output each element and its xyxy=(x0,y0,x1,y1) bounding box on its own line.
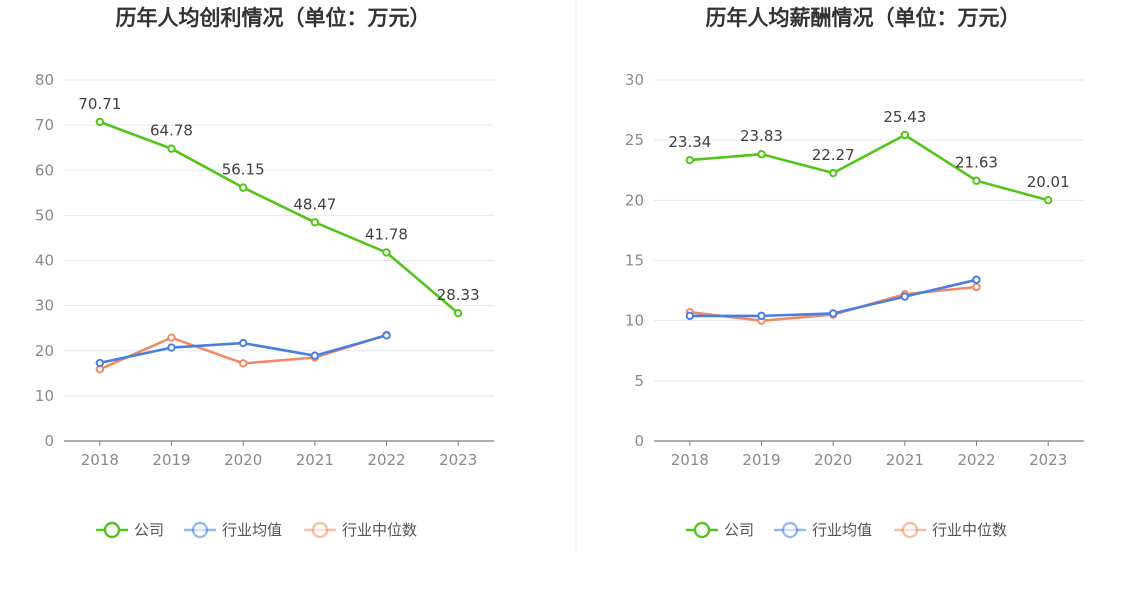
legend-item: 公司 xyxy=(96,521,164,539)
data-point xyxy=(1043,196,1053,205)
y-tick-label: 5 xyxy=(634,372,644,390)
legend-marker xyxy=(693,521,711,539)
data-point xyxy=(167,343,176,352)
data-point xyxy=(382,331,391,340)
data-label: 23.83 xyxy=(740,127,783,145)
legend-marker xyxy=(191,521,209,539)
data-point xyxy=(900,292,910,301)
data-point xyxy=(972,176,981,185)
data-label: 48.47 xyxy=(293,195,336,213)
legend-label: 公司 xyxy=(134,521,164,539)
data-point xyxy=(757,150,766,159)
legend-label: 行业中位数 xyxy=(932,521,1007,539)
data-label: 41.78 xyxy=(365,225,408,243)
y-tick-label: 30 xyxy=(625,71,644,89)
data-label: 56.15 xyxy=(222,161,265,179)
legend-item: 行业中位数 xyxy=(304,521,417,539)
data-point xyxy=(238,338,248,348)
y-tick-label: 60 xyxy=(35,161,54,179)
data-point xyxy=(95,358,105,368)
x-tick-label: 2022 xyxy=(957,451,995,469)
legend-marker xyxy=(901,521,919,539)
x-tick-label: 2022 xyxy=(367,451,405,469)
data-point xyxy=(972,282,981,292)
data-point xyxy=(685,155,695,165)
data-point xyxy=(95,117,105,127)
y-tick-label: 30 xyxy=(35,297,54,315)
legend-label: 公司 xyxy=(724,521,754,539)
y-tick-label: 10 xyxy=(625,312,644,330)
data-label: 21.63 xyxy=(955,154,998,172)
y-tick-label: 20 xyxy=(625,191,644,209)
x-tick-label: 2023 xyxy=(439,451,477,469)
legend-marker xyxy=(311,521,329,539)
y-tick-label: 0 xyxy=(44,432,54,450)
y-tick-label: 0 xyxy=(634,432,644,450)
x-tick-label: 2021 xyxy=(886,451,924,469)
data-point xyxy=(828,309,838,318)
x-tick-label: 2019 xyxy=(742,451,780,469)
x-tick-label: 2020 xyxy=(814,451,852,469)
y-tick-label: 40 xyxy=(35,252,54,270)
x-tick-label: 2023 xyxy=(1029,451,1067,469)
chart-title: 历年人均创利情况（单位：万元） xyxy=(116,6,431,30)
data-label: 20.01 xyxy=(1027,173,1070,191)
data-point xyxy=(685,311,695,321)
data-point xyxy=(972,275,981,284)
y-tick-label: 20 xyxy=(35,342,54,360)
y-tick-label: 80 xyxy=(35,71,54,89)
chart-title: 历年人均薪酬情况（单位：万元） xyxy=(706,6,1021,30)
legend-marker xyxy=(103,521,121,539)
data-point xyxy=(900,130,910,140)
data-point xyxy=(453,308,463,318)
y-tick-label: 50 xyxy=(35,206,54,224)
company-line xyxy=(689,133,1049,202)
legend-label: 行业中位数 xyxy=(342,521,417,539)
y-tick-label: 15 xyxy=(625,252,644,270)
data-label: 23.34 xyxy=(668,133,711,151)
data-point xyxy=(310,218,320,227)
data-point xyxy=(238,183,248,192)
data-label: 28.33 xyxy=(437,286,480,304)
data-point xyxy=(757,311,766,321)
data-label: 64.78 xyxy=(150,122,193,140)
legend-item: 公司 xyxy=(686,521,754,539)
data-point xyxy=(238,359,248,368)
company-line xyxy=(99,120,460,315)
legend-item: 行业均值 xyxy=(774,521,872,539)
x-tick-label: 2020 xyxy=(224,451,262,469)
data-point xyxy=(310,351,320,360)
chart-1: 历年人均创利情况（单位：万元） 0 10 20 30 40 50 60 70 80 2018 2019… xyxy=(35,6,494,539)
data-point xyxy=(167,144,176,153)
legend-label: 行业均值 xyxy=(222,521,282,539)
x-tick-label: 2021 xyxy=(296,451,334,469)
data-label: 70.71 xyxy=(78,95,121,113)
y-tick-label: 25 xyxy=(625,131,644,149)
x-tick-label: 2019 xyxy=(152,451,190,469)
data-label: 22.27 xyxy=(812,146,855,164)
data-point xyxy=(167,333,176,342)
legend-label: 行业均值 xyxy=(812,521,872,539)
data-point xyxy=(828,168,838,178)
x-tick-label: 2018 xyxy=(671,451,709,469)
data-label: 25.43 xyxy=(883,108,926,126)
chart-2: 历年人均薪酬情况（单位：万元） 0 5 10 15 20 25 30 2018 2019 2020 2… xyxy=(625,6,1084,539)
x-tick-label: 2018 xyxy=(81,451,119,469)
legend-marker xyxy=(781,521,799,539)
data-point xyxy=(382,248,391,257)
legend-item: 行业均值 xyxy=(184,521,282,539)
y-tick-label: 70 xyxy=(35,116,54,134)
y-tick-label: 10 xyxy=(35,387,54,405)
legend-item: 行业中位数 xyxy=(894,521,1007,539)
